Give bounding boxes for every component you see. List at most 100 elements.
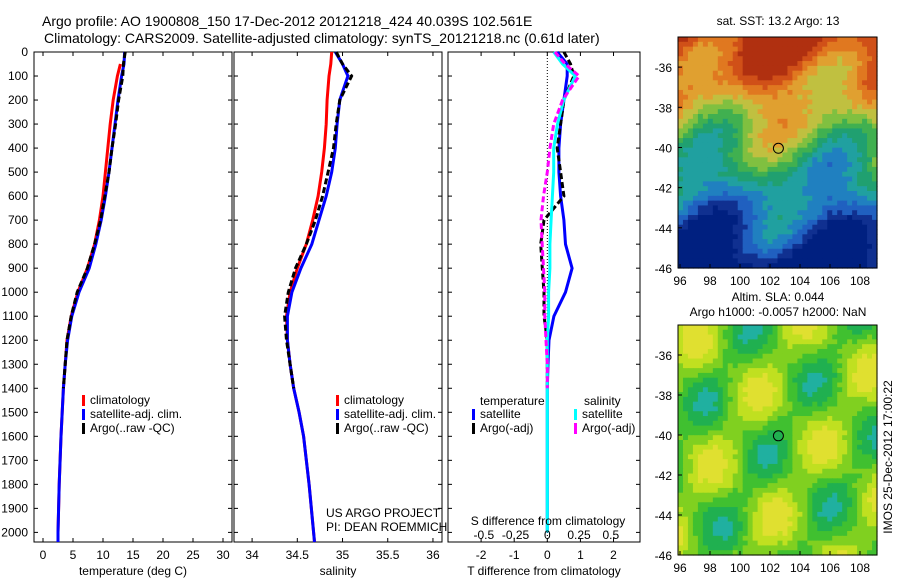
map-cell bbox=[717, 138, 724, 144]
map-cell bbox=[842, 200, 848, 207]
map-cell bbox=[717, 545, 724, 551]
map-cell bbox=[732, 430, 739, 436]
map-cell bbox=[722, 171, 729, 178]
map-cell bbox=[712, 152, 719, 158]
map-cell bbox=[732, 166, 739, 173]
map-cell bbox=[692, 377, 699, 384]
map-cell bbox=[847, 382, 853, 388]
map-cell bbox=[697, 382, 704, 388]
map-cell bbox=[712, 339, 719, 345]
map-cell bbox=[872, 401, 878, 408]
map-cell bbox=[782, 396, 789, 403]
map-cell bbox=[742, 133, 749, 139]
map-cell bbox=[832, 344, 838, 350]
map-cell bbox=[678, 56, 684, 62]
map-cell bbox=[872, 344, 878, 350]
map-cell bbox=[702, 94, 709, 101]
map-cell bbox=[832, 147, 838, 154]
map-cell bbox=[872, 200, 878, 207]
map-cell bbox=[707, 94, 714, 101]
map-cell bbox=[772, 526, 779, 532]
map-cell bbox=[697, 118, 704, 125]
map-cell bbox=[727, 507, 734, 513]
map-cell bbox=[827, 219, 833, 226]
map-cell bbox=[817, 363, 823, 369]
map-cell bbox=[817, 444, 823, 451]
map-cell bbox=[787, 215, 794, 221]
map-cell bbox=[827, 104, 833, 110]
map-cell bbox=[797, 138, 803, 144]
map-cell bbox=[697, 99, 704, 105]
map-cell bbox=[772, 540, 779, 547]
map-cell bbox=[767, 401, 774, 408]
map-cell bbox=[867, 334, 873, 340]
map-cell bbox=[678, 492, 684, 499]
map-cell bbox=[722, 37, 729, 43]
map-cell bbox=[832, 516, 838, 523]
map-cell bbox=[827, 368, 833, 374]
map-cell bbox=[847, 545, 853, 551]
map-cell bbox=[852, 157, 858, 163]
map-cell bbox=[832, 449, 838, 455]
map-cell bbox=[852, 473, 858, 479]
map-cell bbox=[817, 234, 823, 240]
map-cell bbox=[797, 51, 803, 57]
map-cell bbox=[807, 263, 813, 269]
map-cell bbox=[717, 444, 724, 451]
map-cell bbox=[822, 239, 828, 245]
map-cell bbox=[787, 497, 794, 503]
map-cell bbox=[772, 243, 779, 250]
map-cell bbox=[787, 329, 794, 336]
map-cell bbox=[732, 200, 739, 207]
map-cell bbox=[727, 263, 734, 269]
map-cell bbox=[678, 118, 684, 125]
map-cell bbox=[692, 492, 699, 499]
map-cell bbox=[692, 449, 699, 455]
map-cell bbox=[812, 507, 818, 513]
map-cell bbox=[732, 382, 739, 388]
map-cell bbox=[822, 94, 828, 101]
map-cell bbox=[737, 420, 744, 427]
map-cell bbox=[687, 545, 694, 551]
map-cell bbox=[862, 191, 868, 197]
map-cell bbox=[752, 142, 759, 149]
difference-profile-frame bbox=[447, 51, 641, 543]
map-cell bbox=[702, 162, 709, 168]
map-cell bbox=[692, 401, 699, 408]
map-cell bbox=[802, 526, 808, 532]
map-cell bbox=[752, 46, 759, 53]
map-cell bbox=[682, 99, 689, 105]
map-cell bbox=[787, 133, 794, 139]
map-cell bbox=[687, 147, 694, 154]
map-cell bbox=[862, 51, 868, 57]
map-cell bbox=[707, 46, 714, 53]
map-cell bbox=[752, 75, 759, 81]
map-cell bbox=[832, 339, 838, 345]
map-cell bbox=[762, 56, 769, 62]
map-cell bbox=[697, 219, 704, 226]
map-cell bbox=[822, 186, 828, 192]
map-cell bbox=[827, 200, 833, 207]
map-cell bbox=[797, 334, 803, 340]
map-cell bbox=[722, 487, 729, 494]
map-cell bbox=[792, 234, 798, 240]
map-cell bbox=[722, 61, 729, 67]
map-cell bbox=[792, 219, 798, 226]
map-cell bbox=[802, 61, 808, 67]
map-cell bbox=[737, 147, 744, 154]
map-cell bbox=[852, 368, 858, 374]
map-cell bbox=[687, 234, 694, 240]
map-cell bbox=[797, 473, 803, 479]
map-cell bbox=[712, 75, 719, 81]
map-cell bbox=[867, 51, 873, 57]
y-tick-label: 100 bbox=[8, 69, 28, 83]
map-cell bbox=[732, 435, 739, 441]
map-cell bbox=[682, 377, 689, 384]
map-cell bbox=[857, 142, 863, 149]
map-cell bbox=[692, 157, 699, 163]
map-cell bbox=[687, 109, 694, 115]
map-cell bbox=[727, 94, 734, 101]
map-cell bbox=[712, 526, 719, 532]
map-cell bbox=[687, 339, 694, 345]
map-cell bbox=[857, 89, 863, 96]
